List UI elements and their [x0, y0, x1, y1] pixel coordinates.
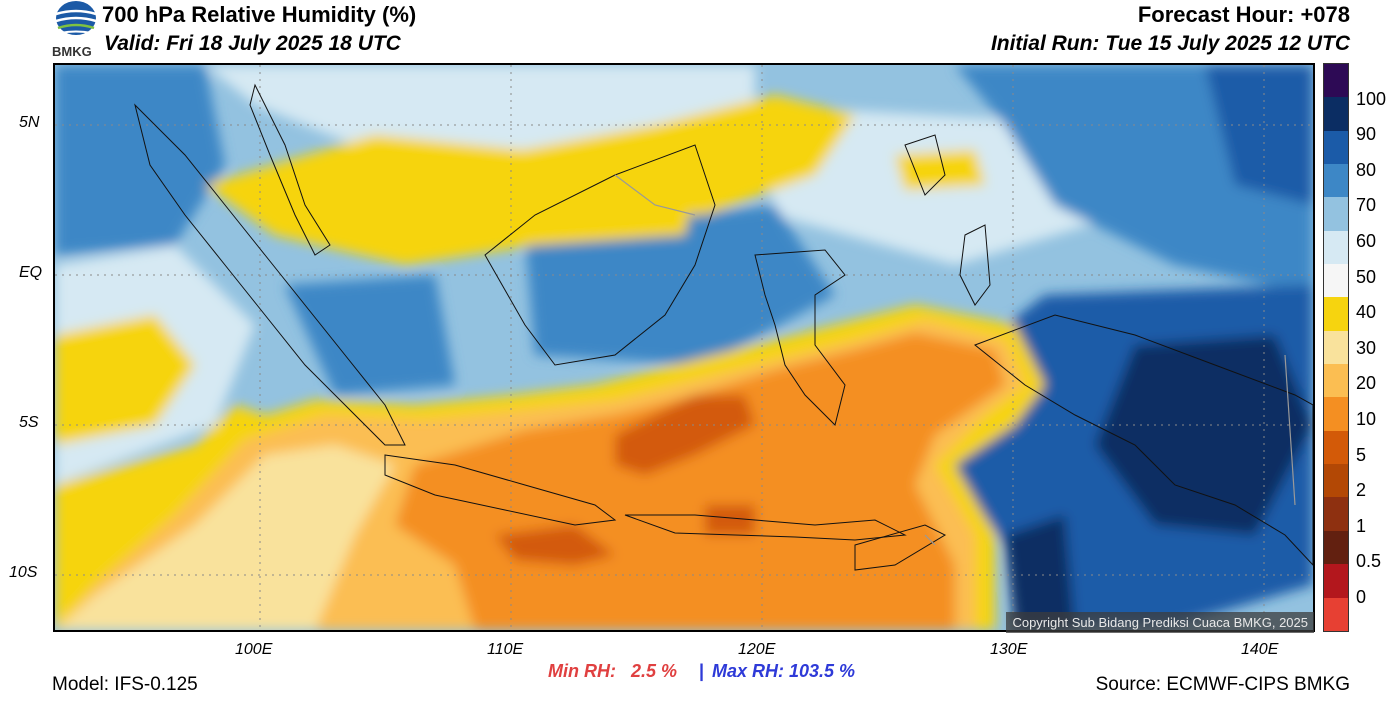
- colorbar-segment: [1324, 297, 1348, 331]
- logo-text: BMKG: [52, 44, 92, 59]
- humidity-map: [53, 63, 1315, 632]
- rh-separator: |: [699, 661, 705, 681]
- max-rh: Max RH: 103.5 %: [712, 661, 856, 681]
- colorbar: [1323, 63, 1349, 632]
- colorbar-label-50: 50: [1356, 267, 1377, 287]
- colorbar-segment: [1324, 564, 1348, 598]
- colorbar-label-5: 5: [1356, 445, 1367, 465]
- colorbar-segment: [1324, 330, 1348, 365]
- colorbar-label-30: 30: [1356, 338, 1377, 358]
- lat-label-eq: EQ: [19, 264, 43, 281]
- colorbar-segment: [1324, 264, 1348, 298]
- model-label: Model: IFS-0.125: [52, 674, 198, 695]
- lon-label-130e: 130E: [990, 641, 1028, 658]
- lon-label-100e: 100E: [235, 641, 273, 658]
- colorbar-segment: [1324, 230, 1348, 265]
- copyright-text: Copyright Sub Bidang Prediksi Cuaca BMKG…: [1006, 612, 1314, 633]
- colorbar-segment: [1324, 397, 1348, 431]
- lon-label-120e: 120E: [738, 641, 776, 658]
- colorbar-label-100: 100: [1356, 89, 1387, 109]
- lat-label-5n: 5N: [19, 114, 40, 131]
- bmkg-logo: BMKG: [52, 0, 100, 60]
- initial-run: Initial Run: Tue 15 July 2025 12 UTC: [990, 32, 1350, 55]
- colorbar-label-70: 70: [1356, 195, 1377, 215]
- source-label: Source: ECMWF-CIPS BMKG: [1095, 674, 1350, 695]
- colorbar-label-2: 2: [1356, 480, 1367, 500]
- colorbar-segment: [1324, 130, 1348, 165]
- lat-label-5s: 5S: [19, 414, 39, 431]
- colorbar-label-1: 1: [1356, 516, 1367, 536]
- colorbar-segment: [1324, 430, 1348, 465]
- colorbar-segment: [1324, 197, 1348, 231]
- valid-time: Valid: Fri 18 July 2025 18 UTC: [104, 32, 401, 55]
- colorbar-label-60: 60: [1356, 231, 1377, 251]
- lon-label-110e: 110E: [487, 641, 524, 658]
- colorbar-segment: [1324, 97, 1348, 131]
- colorbar-segment: [1324, 164, 1348, 198]
- colorbar-label-20: 20: [1356, 373, 1377, 393]
- colorbar-segment: [1324, 464, 1348, 498]
- colorbar-segment: [1324, 597, 1348, 631]
- colorbar-label-90: 90: [1356, 124, 1377, 144]
- colorbar-segment: [1324, 497, 1348, 531]
- colorbar-segment: [1324, 64, 1348, 98]
- colorbar-segment: [1324, 530, 1348, 565]
- colorbar-segment: [1324, 364, 1348, 398]
- lat-label-10s: 10S: [9, 564, 38, 581]
- colorbar-label-40: 40: [1356, 302, 1377, 322]
- colorbar-label-0-5: 0.5: [1356, 551, 1382, 571]
- forecast-hour: Forecast Hour: +078: [1137, 2, 1350, 27]
- colorbar-label-80: 80: [1356, 160, 1377, 180]
- colorbar-label-0: 0: [1356, 587, 1367, 607]
- map-title: 700 hPa Relative Humidity (%): [102, 2, 417, 27]
- min-rh: Min RH: 2.5 %: [548, 661, 678, 681]
- lon-label-140e: 140E: [1241, 641, 1279, 658]
- colorbar-label-10: 10: [1356, 409, 1377, 429]
